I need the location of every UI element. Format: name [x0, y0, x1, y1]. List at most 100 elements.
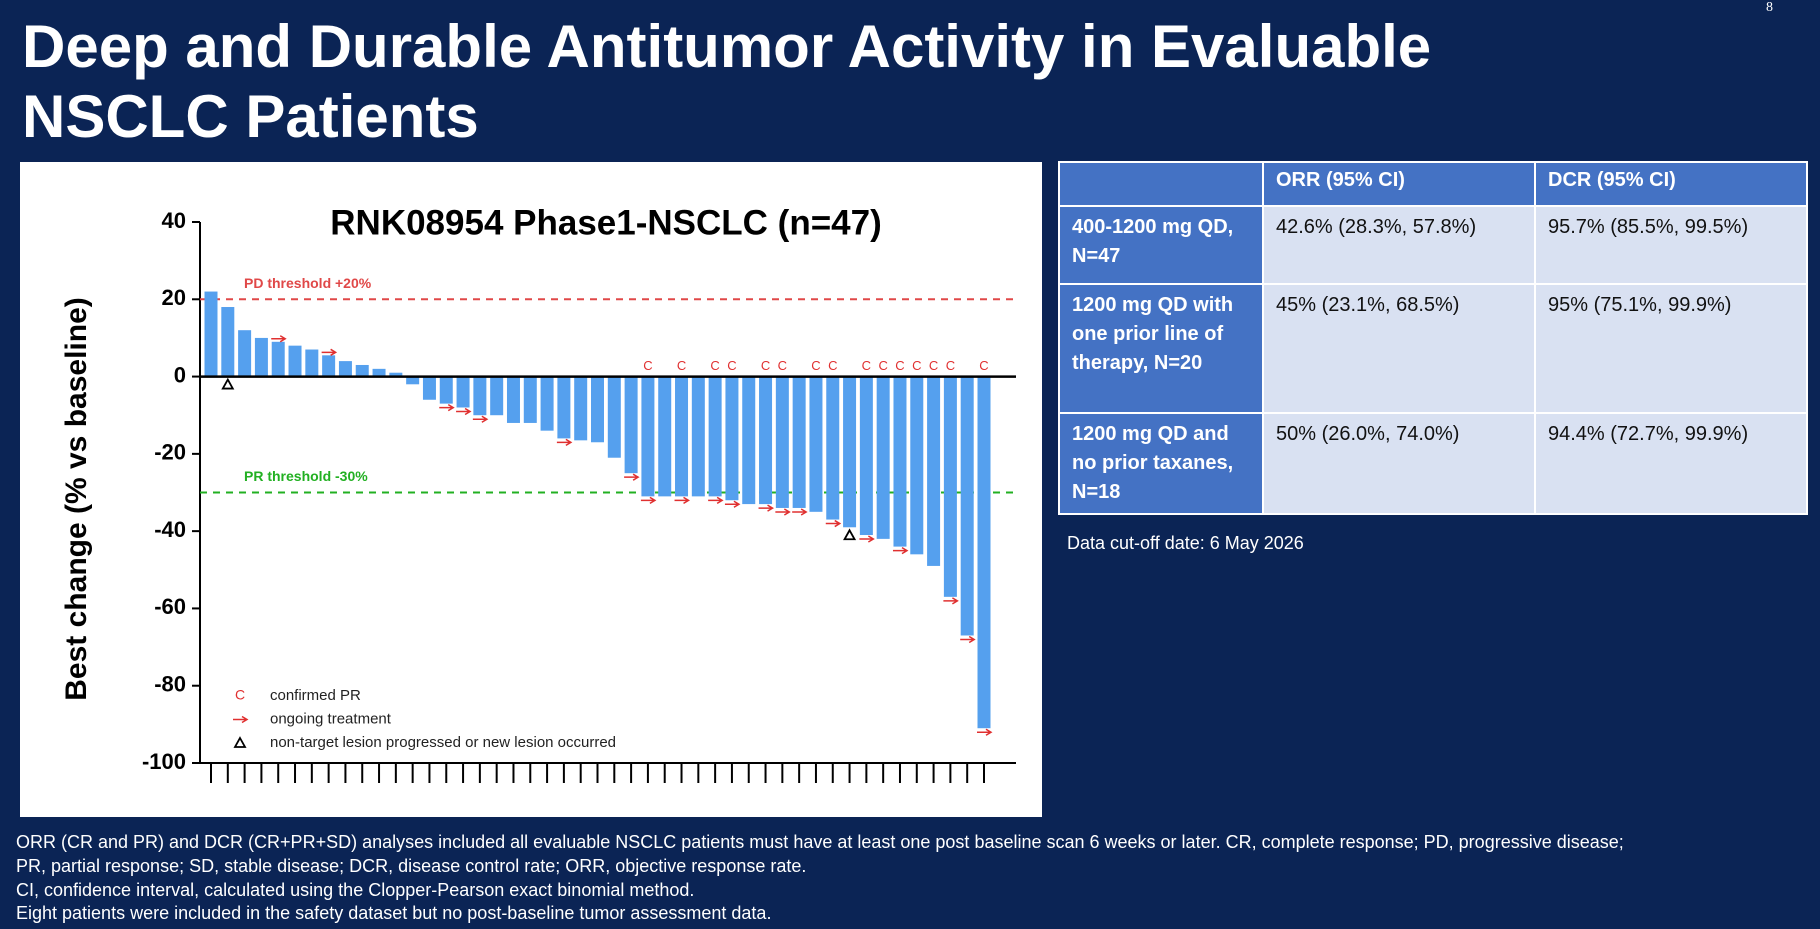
bar	[809, 376, 823, 512]
footnote: Eight patients were included in the safe…	[16, 903, 772, 923]
ongoing-marker	[472, 415, 489, 423]
reference-label: PD threshold +20%	[244, 275, 372, 291]
bar	[221, 307, 235, 377]
bar	[473, 376, 487, 416]
arrow-shape	[472, 415, 489, 423]
footnote: ORR (CR and PR) and DCR (CR+PR+SD) analy…	[16, 832, 1624, 852]
bar	[490, 376, 504, 416]
legend-symbol: C	[235, 687, 245, 703]
row-label: 1200 mg QD and no prior taxanes, N=18	[1058, 412, 1264, 515]
arrow-shape	[892, 546, 909, 555]
bar	[238, 330, 252, 377]
ongoing-marker	[271, 335, 287, 343]
ongoing-marker	[708, 496, 724, 505]
legend-label: confirmed PR	[270, 687, 361, 704]
arrow-shape	[456, 407, 472, 416]
cell: 45% (23.1%, 68.5%)	[1262, 283, 1536, 414]
arrow-shape	[775, 508, 791, 516]
cell: 95.7% (85.5%, 99.5%)	[1534, 205, 1808, 285]
ongoing-marker	[758, 504, 775, 512]
arrow-shape	[271, 335, 287, 343]
slide-title: Deep and Durable Antitumor Activity in E…	[22, 13, 1432, 80]
results-table: ORR (95% CI) DCR (95% CI) 400-1200 mg QD…	[1058, 161, 1808, 515]
bar	[641, 376, 655, 497]
ongoing-marker	[439, 403, 455, 412]
y-tick-label: 20	[162, 285, 186, 310]
bar	[843, 376, 857, 528]
page-number: 8	[1766, 0, 1773, 15]
bar	[859, 376, 873, 536]
arrow-shape	[708, 496, 724, 505]
row-label: 1200 mg QD with one prior line of therap…	[1058, 283, 1264, 414]
bar	[591, 376, 604, 443]
confirmed-pr-marker: C	[778, 358, 787, 373]
reference-label: PR threshold -30%	[244, 468, 368, 484]
arrow-shape	[960, 635, 976, 644]
bar	[540, 376, 554, 431]
arrow-shape	[624, 473, 640, 481]
table-header: ORR (95% CI)	[1262, 161, 1536, 207]
ongoing-marker	[640, 496, 657, 505]
arrow-shape	[640, 496, 657, 505]
cell: 95% (75.1%, 99.9%)	[1534, 283, 1808, 414]
ongoing-marker	[624, 473, 640, 481]
confirmed-pr-marker: C	[862, 358, 871, 373]
bar	[708, 376, 722, 497]
confirmed-pr-marker: C	[946, 358, 955, 373]
bar	[439, 376, 453, 404]
slide-title: NSCLC Patients	[22, 83, 479, 150]
cell: 42.6% (28.3%, 57.8%)	[1262, 205, 1536, 285]
confirmed-pr-marker: C	[643, 358, 652, 373]
arrow-shape	[321, 348, 338, 356]
bar	[305, 349, 319, 377]
bar	[271, 341, 285, 377]
bar	[456, 376, 470, 408]
bar	[943, 376, 957, 597]
bar	[927, 376, 941, 566]
bar	[406, 376, 420, 385]
bar	[322, 355, 336, 377]
arrow-shape	[674, 496, 690, 505]
table-header: DCR (95% CI)	[1534, 161, 1808, 207]
cell: 50% (26.0%, 74.0%)	[1262, 412, 1536, 515]
confirmed-pr-marker: C	[929, 358, 938, 373]
bar	[338, 361, 352, 377]
cutoff-note: Data cut-off date: 6 May 2026	[1067, 533, 1304, 553]
y-tick-label: -100	[142, 749, 186, 774]
arrow-shape	[724, 500, 741, 508]
bar	[960, 376, 974, 636]
legend-label: non-target lesion progressed or new lesi…	[270, 734, 616, 751]
confirmed-pr-marker: C	[895, 358, 904, 373]
ongoing-marker	[456, 407, 472, 416]
bar	[759, 376, 773, 505]
bar	[826, 376, 840, 520]
y-tick-label: 0	[174, 362, 186, 387]
arrow-shape	[859, 535, 875, 543]
footnote: PR, partial response; SD, stable disease…	[16, 856, 807, 876]
bar	[658, 376, 672, 497]
confirmed-pr-marker: C	[761, 358, 770, 373]
bar	[691, 376, 705, 497]
y-tick-label: -80	[154, 672, 186, 697]
bar	[607, 376, 621, 458]
row-label: 400-1200 mg QD, N=47	[1058, 205, 1264, 285]
confirmed-pr-marker: C	[811, 358, 820, 373]
bar	[876, 376, 890, 539]
bar	[792, 376, 806, 508]
confirmed-pr-marker: C	[828, 358, 837, 373]
y-axis-label: Best change (% vs baseline)	[60, 297, 93, 700]
confirmed-pr-marker: C	[727, 358, 736, 373]
arrow-shape	[758, 504, 775, 512]
ongoing-marker	[556, 438, 573, 447]
bar	[910, 376, 924, 555]
arrow-shape	[825, 519, 842, 528]
ongoing-marker	[960, 635, 976, 644]
chart-title: RNK08954 Phase1-NSCLC (n=47)	[330, 203, 881, 242]
bar	[506, 376, 520, 423]
arrow-shape	[943, 597, 959, 605]
ongoing-marker	[792, 508, 808, 516]
ongoing-marker	[892, 546, 909, 555]
bar	[675, 376, 689, 497]
bar	[254, 337, 268, 377]
